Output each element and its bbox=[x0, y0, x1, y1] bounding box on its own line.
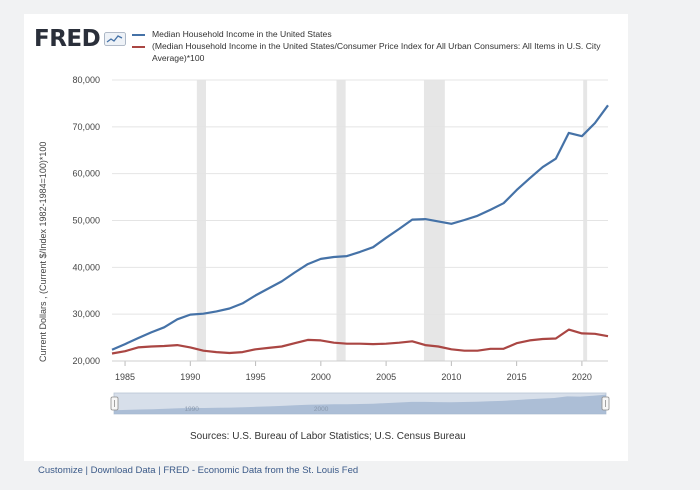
y-tick-label: 70,000 bbox=[72, 122, 100, 132]
y-tick-label: 80,000 bbox=[72, 75, 100, 85]
legend-swatch-real bbox=[132, 45, 145, 48]
x-tick-label: 1990 bbox=[180, 372, 200, 382]
legend-label-nominal: Median Household Income in the United St… bbox=[152, 29, 332, 39]
fred-logo[interactable]: FRED bbox=[34, 26, 101, 52]
navigator-year-label: 2000 bbox=[314, 406, 329, 413]
legend-item-nominal[interactable]: Median Household Income in the United St… bbox=[132, 28, 627, 40]
navigator-year-label: 1990 bbox=[184, 406, 199, 413]
download-data-link[interactable]: Download Data bbox=[90, 465, 156, 476]
legend-label-real: (Median Household Income in the United S… bbox=[152, 41, 601, 63]
fred-home-link[interactable]: FRED - Economic Data from the St. Louis … bbox=[163, 465, 359, 476]
sources-note: Sources: U.S. Bureau of Labor Statistics… bbox=[190, 431, 466, 442]
x-tick-label: 1985 bbox=[115, 372, 135, 382]
x-tick-label: 2010 bbox=[441, 372, 461, 382]
footer-links: Customize | Download Data | FRED - Econo… bbox=[38, 465, 358, 476]
chart-legend: Median Household Income in the United St… bbox=[132, 28, 627, 64]
chart-card bbox=[24, 14, 628, 461]
fred-logo-graph-icon bbox=[104, 32, 126, 46]
x-tick-label: 2015 bbox=[507, 372, 527, 382]
x-tick-label: 2020 bbox=[572, 372, 592, 382]
y-tick-label: 30,000 bbox=[72, 309, 100, 319]
y-tick-label: 20,000 bbox=[72, 356, 100, 366]
series-line-nominal[interactable] bbox=[111, 104, 609, 351]
customize-link[interactable]: Customize bbox=[38, 465, 83, 476]
y-tick-label: 60,000 bbox=[72, 169, 100, 179]
x-tick-label: 2005 bbox=[376, 372, 396, 382]
x-tick-label: 2000 bbox=[311, 372, 331, 382]
footer-separator: | bbox=[85, 465, 88, 476]
y-tick-label: 50,000 bbox=[72, 216, 100, 226]
legend-swatch-nominal bbox=[132, 33, 145, 36]
series-line-real[interactable] bbox=[111, 328, 609, 355]
footer-separator: | bbox=[158, 465, 161, 476]
legend-item-real[interactable]: (Median Household Income in the United S… bbox=[132, 40, 627, 64]
navigator-area bbox=[114, 394, 606, 414]
x-tick-label: 1995 bbox=[246, 372, 266, 382]
y-tick-label: 40,000 bbox=[72, 262, 100, 272]
